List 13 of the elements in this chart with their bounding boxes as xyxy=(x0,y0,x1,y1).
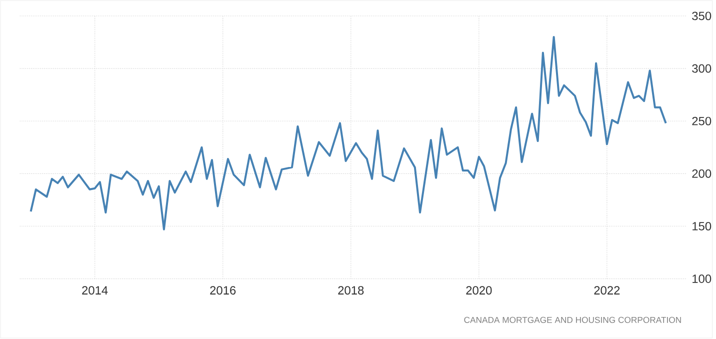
x-tick-label: 2014 xyxy=(82,286,108,295)
x-tick-label: 2016 xyxy=(210,286,236,295)
y-tick-label: 100 xyxy=(692,274,712,284)
y-tick-label: 350 xyxy=(692,12,712,20)
x-tick-label: 2020 xyxy=(466,286,492,295)
x-tick-label: 2022 xyxy=(594,286,620,295)
y-tick-label: 200 xyxy=(692,170,712,178)
y-tick-label: 300 xyxy=(692,64,712,73)
line-series xyxy=(30,36,667,231)
text: CANADA MORTGAGE AND HOUSING CORPORATION xyxy=(464,317,681,324)
y-tick-label: 250 xyxy=(692,117,712,126)
x-tick-label: 2018 xyxy=(338,286,364,295)
y-tick-label: 150 xyxy=(692,222,712,231)
